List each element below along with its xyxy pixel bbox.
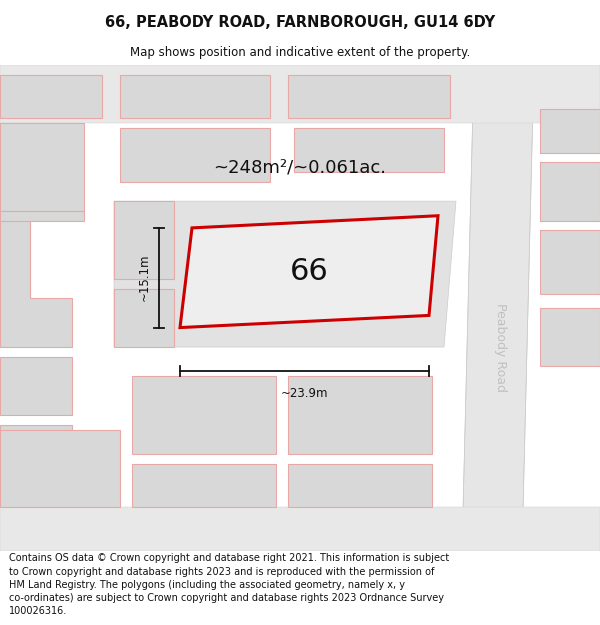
Bar bbox=[288, 376, 432, 454]
Text: ~15.1m: ~15.1m bbox=[137, 254, 151, 301]
Text: Peabody Road: Peabody Road bbox=[494, 302, 508, 391]
Bar bbox=[120, 128, 270, 182]
Bar bbox=[540, 231, 600, 294]
Bar bbox=[288, 75, 450, 119]
Bar bbox=[288, 464, 432, 508]
Bar bbox=[132, 464, 276, 508]
Bar bbox=[0, 75, 102, 119]
Polygon shape bbox=[0, 508, 600, 551]
Bar bbox=[114, 201, 174, 279]
Bar bbox=[540, 109, 600, 152]
Text: 66: 66 bbox=[290, 257, 329, 286]
Bar bbox=[0, 430, 120, 508]
Polygon shape bbox=[0, 123, 84, 211]
Text: ~23.9m: ~23.9m bbox=[281, 387, 328, 400]
Polygon shape bbox=[0, 221, 72, 347]
Bar bbox=[540, 308, 600, 366]
Text: ~248m²/~0.061ac.: ~248m²/~0.061ac. bbox=[214, 158, 386, 176]
Polygon shape bbox=[0, 211, 84, 298]
Bar bbox=[294, 128, 444, 172]
Bar bbox=[0, 357, 72, 415]
Polygon shape bbox=[180, 216, 438, 328]
Bar bbox=[0, 425, 72, 483]
Polygon shape bbox=[0, 65, 600, 123]
Bar bbox=[120, 75, 270, 119]
Text: Contains OS data © Crown copyright and database right 2021. This information is : Contains OS data © Crown copyright and d… bbox=[9, 553, 449, 616]
Bar bbox=[132, 376, 276, 454]
Bar bbox=[114, 289, 174, 347]
Polygon shape bbox=[114, 201, 456, 347]
Text: 66, PEABODY ROAD, FARNBOROUGH, GU14 6DY: 66, PEABODY ROAD, FARNBOROUGH, GU14 6DY bbox=[105, 16, 495, 31]
Bar bbox=[540, 162, 600, 221]
Polygon shape bbox=[462, 65, 534, 551]
Text: Map shows position and indicative extent of the property.: Map shows position and indicative extent… bbox=[130, 46, 470, 59]
